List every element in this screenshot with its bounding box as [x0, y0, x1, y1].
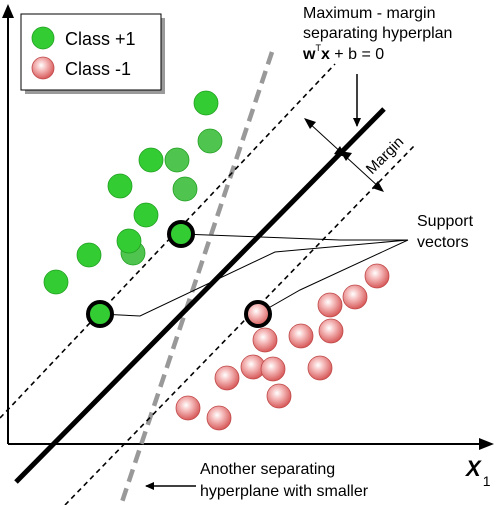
margin-label: Margin [363, 133, 407, 177]
max-margin-title-line2: separating hyperplan [303, 25, 452, 42]
support-connector-pos-left [99, 239, 409, 317]
class-neg-point [260, 356, 286, 382]
margin-indicator-tip-top [304, 118, 316, 129]
support-vectors-label-line1: Support [417, 213, 474, 230]
class-neg-point [307, 355, 333, 381]
margin-indicator-tip-bottom [372, 181, 384, 192]
equation-transpose: T [315, 43, 321, 53]
class-neg-point [364, 263, 390, 289]
support-vector-pos [167, 220, 195, 248]
class-neg-point [288, 323, 314, 349]
class-pos-point [197, 128, 223, 154]
alternate-hyperplane-label-line1: Another separating [200, 461, 335, 478]
max-margin-hyperplane [14, 107, 386, 484]
support-vector-pos [86, 300, 114, 328]
class-pos-points [43, 90, 223, 295]
class-pos-point [107, 173, 133, 199]
class-neg-point [266, 383, 292, 409]
class-pos-point [116, 228, 142, 254]
class-pos-point [138, 147, 164, 173]
x-axis-arrowhead [479, 438, 494, 450]
class-neg-point [342, 284, 368, 310]
class-pos-point [164, 147, 190, 173]
hyperplane-equation: wTx + b = 0 [302, 43, 384, 63]
class-neg-point [252, 327, 278, 353]
x-axis-letter: X [464, 456, 482, 481]
support-vectors-label-line2: vectors [417, 234, 469, 251]
equation-x: x [321, 46, 330, 63]
legend-swatch-pos [31, 26, 55, 50]
alternate-hyperplane [118, 51, 275, 505]
class-pos-point [43, 269, 69, 295]
support-connector-neg [257, 239, 409, 315]
class-neg-point [318, 318, 344, 344]
y-axis-arrowhead [2, 4, 14, 18]
legend-swatch-neg [31, 56, 55, 80]
legend: Class +1 Class -1 [20, 13, 165, 94]
margin-line-upper [0, 63, 336, 419]
class-neg-point [317, 292, 343, 318]
class-neg-point [175, 395, 201, 421]
legend-label-neg: Class -1 [65, 59, 131, 79]
support-vector-neg [244, 300, 272, 328]
class-neg-point [214, 365, 240, 391]
margin-indicator-tip-mid-b [340, 151, 352, 161]
class-pos-point [193, 90, 219, 116]
max-margin-title-line1: Maximum - margin [303, 5, 435, 22]
legend-label-pos: Class +1 [65, 29, 136, 49]
x-axis-subscript: 1 [483, 473, 491, 489]
support-connector-pos-top [180, 233, 408, 241]
equation-w: w [302, 46, 316, 63]
alternate-hyperplane-label-line2: hyperplane with smaller [200, 483, 369, 500]
margin-line-lower [64, 144, 416, 505]
class-pos-point [133, 202, 159, 228]
class-neg-points [175, 263, 390, 431]
class-pos-point [76, 242, 102, 268]
equation-rest: + b = 0 [330, 46, 384, 63]
class-neg-point [206, 405, 232, 431]
class-pos-point [172, 176, 198, 202]
